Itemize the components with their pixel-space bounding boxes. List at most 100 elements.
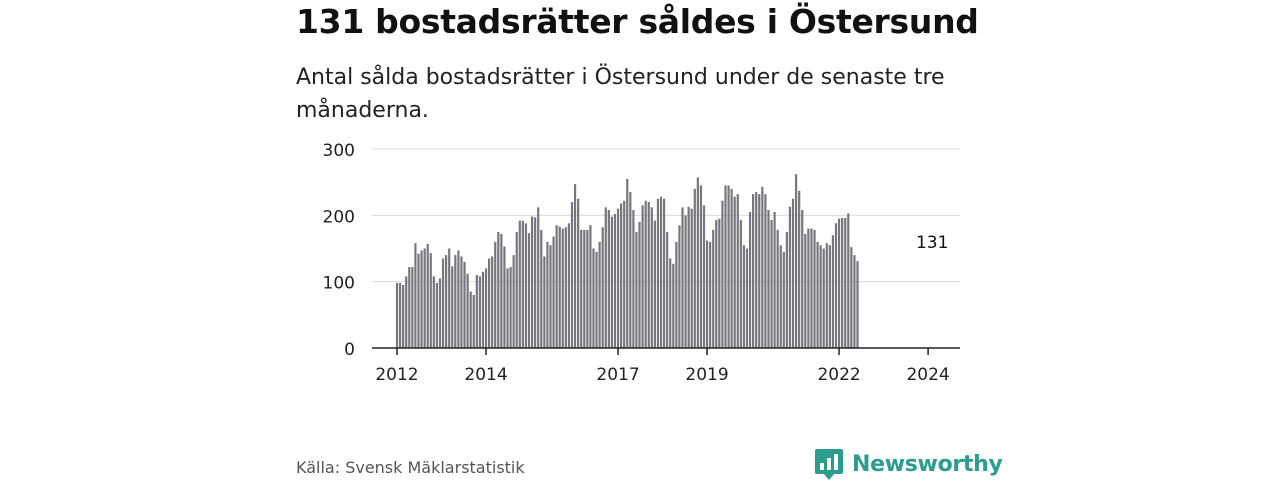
- bar: [666, 231, 669, 348]
- source-note: Källa: Svensk Mäklarstatistik: [296, 458, 525, 477]
- bar: [472, 294, 475, 348]
- bar: [414, 243, 417, 348]
- bar: [733, 196, 736, 348]
- bar: [491, 256, 494, 348]
- chart-subtitle: Antal sålda bostadsrätter i Östersund un…: [296, 65, 945, 123]
- bar: [653, 220, 656, 348]
- bar: [402, 284, 405, 348]
- bar: [788, 206, 792, 348]
- bar: [632, 210, 635, 348]
- bar: [524, 223, 528, 348]
- bar: [512, 255, 515, 348]
- y-tick-label: 100: [323, 274, 355, 294]
- bars: [395, 174, 859, 348]
- bar: [503, 246, 506, 348]
- bar: [819, 245, 822, 348]
- bar: [715, 219, 718, 348]
- bar: [822, 248, 825, 348]
- y-tick-label: 200: [323, 207, 355, 227]
- bar: [669, 258, 672, 348]
- bar: [552, 236, 555, 348]
- bar: [696, 177, 699, 348]
- bar: [570, 202, 574, 348]
- bar: [417, 253, 420, 348]
- bar: [408, 267, 411, 348]
- bar: [616, 208, 620, 348]
- bar: [543, 256, 546, 348]
- bar: [785, 231, 788, 348]
- bar: [567, 223, 571, 348]
- bar: [475, 275, 478, 348]
- bar: [537, 207, 540, 348]
- bar: [650, 207, 653, 348]
- bar: [466, 273, 469, 348]
- bar: [420, 250, 423, 348]
- bar: [607, 210, 610, 348]
- bar: [675, 241, 678, 348]
- data-labels: 131: [914, 231, 950, 255]
- bar: [828, 245, 831, 348]
- x-tick-label: 2014: [464, 365, 507, 385]
- bar: [752, 194, 755, 348]
- bar: [856, 261, 859, 348]
- bar: [662, 198, 666, 348]
- bar: [534, 217, 537, 348]
- bar: [656, 198, 660, 348]
- bar: [739, 219, 742, 348]
- bar: [745, 248, 749, 348]
- newsworthy-bars-icon: [815, 449, 843, 480]
- bar: [484, 268, 488, 348]
- bar: [580, 229, 583, 348]
- bar: [798, 190, 801, 348]
- bar: [435, 282, 439, 348]
- bar: [687, 206, 690, 348]
- bar: [555, 225, 558, 348]
- bar: [448, 248, 451, 348]
- bar: [573, 184, 577, 348]
- bar: [460, 256, 463, 348]
- x-axis-tick-labels: 2012 2014 2017 2019 2022 2024: [375, 365, 949, 385]
- bar: [795, 174, 798, 348]
- bar: [742, 245, 746, 348]
- bar: [709, 241, 712, 348]
- bar: [610, 216, 613, 348]
- bar: [441, 258, 445, 348]
- bar: [755, 192, 758, 348]
- brand-name: Newsworthy: [852, 451, 1003, 477]
- bar: [445, 255, 448, 348]
- bar: [598, 241, 601, 348]
- bar: [804, 233, 807, 348]
- bar: [773, 212, 776, 348]
- bar: [515, 231, 518, 348]
- bar: [546, 241, 549, 348]
- chart-title: 131 bostadsrätter såldes i Östersund: [296, 2, 979, 41]
- bar: [782, 251, 785, 348]
- newsworthy-logo: Newsworthy: [814, 447, 1003, 481]
- bar: [748, 212, 752, 348]
- bar: [791, 198, 795, 348]
- bar: [718, 218, 721, 348]
- bar: [478, 276, 481, 348]
- bar: [564, 227, 567, 348]
- bar-chart: 0 100 200 300 2012 2014 2017 2019 2022 2024 131: [323, 141, 960, 385]
- y-tick-label: 300: [323, 141, 355, 161]
- bar: [635, 231, 638, 348]
- bar: [500, 233, 503, 348]
- bar: [438, 278, 442, 348]
- bar: [730, 188, 733, 348]
- bar: [481, 271, 485, 348]
- bar: [583, 229, 586, 348]
- bar: [641, 205, 644, 348]
- bar: [841, 217, 844, 348]
- bar: [816, 241, 819, 348]
- x-tick-label: 2022: [817, 365, 860, 385]
- bar: [702, 205, 706, 348]
- bar: [770, 219, 773, 348]
- bar: [509, 267, 512, 348]
- bar: [776, 229, 779, 348]
- bar: [629, 192, 632, 348]
- bar: [825, 243, 828, 348]
- bar: [451, 266, 454, 348]
- bar: [620, 203, 623, 348]
- bar: [426, 243, 429, 348]
